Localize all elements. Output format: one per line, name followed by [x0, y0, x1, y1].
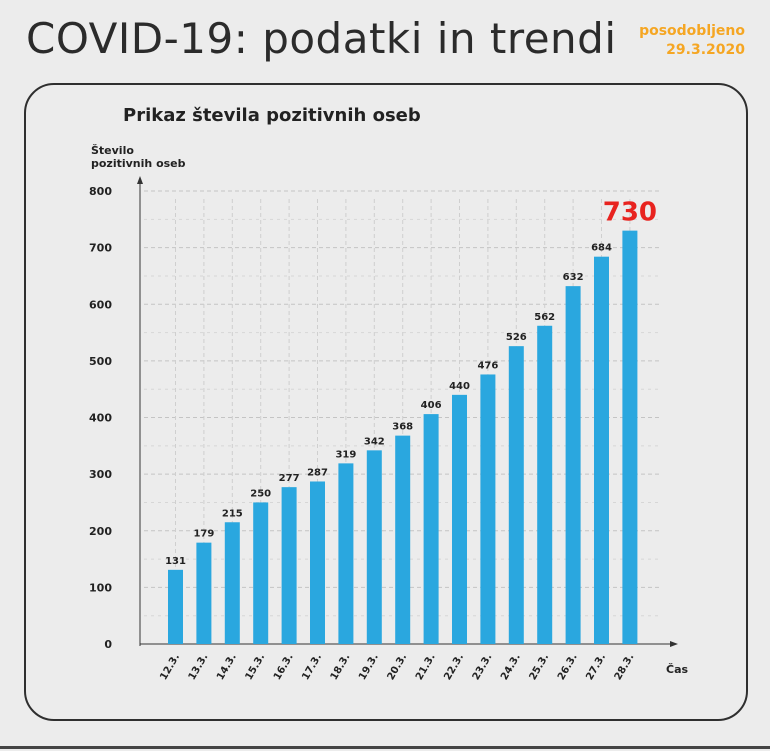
bar-value-label: 342 — [364, 436, 385, 447]
bar-value-label: 684 — [591, 243, 612, 254]
bar-value-label: 250 — [250, 488, 271, 499]
y-tick-label: 600 — [89, 298, 112, 311]
bar — [338, 463, 354, 644]
bar — [565, 286, 581, 644]
x-tick-label: 19.3. — [357, 652, 381, 682]
bar — [168, 569, 183, 644]
bar — [196, 542, 212, 644]
bar-value-label: 131 — [165, 556, 186, 567]
y-axis-label-line1: Število — [91, 144, 134, 157]
update-info: posodobljeno 29.3.2020 — [639, 22, 745, 60]
x-tick-label: 23.3. — [471, 652, 495, 682]
bar-value-label: 632 — [563, 272, 584, 283]
y-tick-label: 700 — [89, 242, 112, 255]
y-tick-label: 100 — [89, 581, 112, 594]
bar — [395, 435, 411, 644]
y-tick-label: 300 — [89, 468, 112, 481]
bar — [224, 522, 240, 644]
x-axis-label: Čas — [666, 663, 688, 676]
x-tick-label: 13.3. — [187, 652, 211, 682]
x-tick-label: 16.3. — [272, 652, 296, 682]
bar-value-label: 287 — [307, 467, 328, 478]
updated-date: 29.3.2020 — [666, 42, 745, 58]
x-tick-label: 26.3. — [556, 652, 580, 682]
bar — [594, 256, 609, 644]
updated-label: posodobljeno — [639, 23, 745, 39]
y-axis-arrow — [137, 176, 143, 184]
x-tick-label: 12.3. — [158, 652, 182, 682]
bar-value-label: 368 — [392, 422, 413, 433]
bar-value-label: 562 — [534, 312, 555, 323]
bar — [423, 414, 439, 644]
bar — [253, 502, 269, 644]
y-tick-label: 400 — [89, 412, 112, 425]
x-tick-label: 27.3. — [584, 652, 608, 682]
y-tick-label: 500 — [89, 355, 112, 368]
x-tick-label: 14.3. — [215, 652, 239, 682]
bar — [281, 487, 297, 644]
chart-title: Prikaz števila pozitivnih oseb — [123, 105, 421, 126]
page-title: COVID-19: podatki in trendi — [26, 14, 617, 63]
x-tick-label: 20.3. — [386, 652, 410, 682]
bar — [480, 374, 496, 644]
bar — [537, 325, 553, 644]
y-axis-label-line2: pozitivnih oseb — [91, 157, 186, 170]
bar-value-label: 476 — [477, 360, 498, 371]
x-tick-label: 24.3. — [499, 652, 523, 682]
bar — [310, 481, 325, 644]
x-axis-arrow — [670, 641, 678, 647]
x-tick-label: 28.3. — [613, 652, 637, 682]
x-tick-label: 18.3. — [329, 652, 353, 682]
x-tick-label: 25.3. — [528, 652, 552, 682]
bar-value-label: 179 — [193, 529, 214, 540]
bar-value-label: 526 — [506, 332, 527, 343]
bar-value-label: 406 — [421, 400, 442, 411]
x-tick-label: 17.3. — [300, 652, 324, 682]
y-tick-label: 0 — [104, 638, 112, 651]
bar — [452, 394, 467, 644]
bar-value-label: 319 — [335, 449, 356, 460]
x-tick-label: 22.3. — [442, 652, 466, 682]
bar-value-label-highlight: 730 — [603, 198, 657, 228]
bar-layer — [168, 230, 638, 644]
bar — [508, 346, 524, 644]
bar — [622, 230, 638, 644]
bar — [366, 450, 382, 644]
bar-value-label: 277 — [279, 473, 300, 484]
bar-value-label: 215 — [222, 508, 243, 519]
x-tick-label: 21.3. — [414, 652, 438, 682]
y-tick-label: 800 — [89, 185, 112, 198]
x-tick-label: 15.3. — [244, 652, 268, 682]
bar-value-label: 440 — [449, 381, 470, 392]
y-tick-label: 200 — [89, 525, 112, 538]
bottom-rule — [0, 746, 770, 749]
